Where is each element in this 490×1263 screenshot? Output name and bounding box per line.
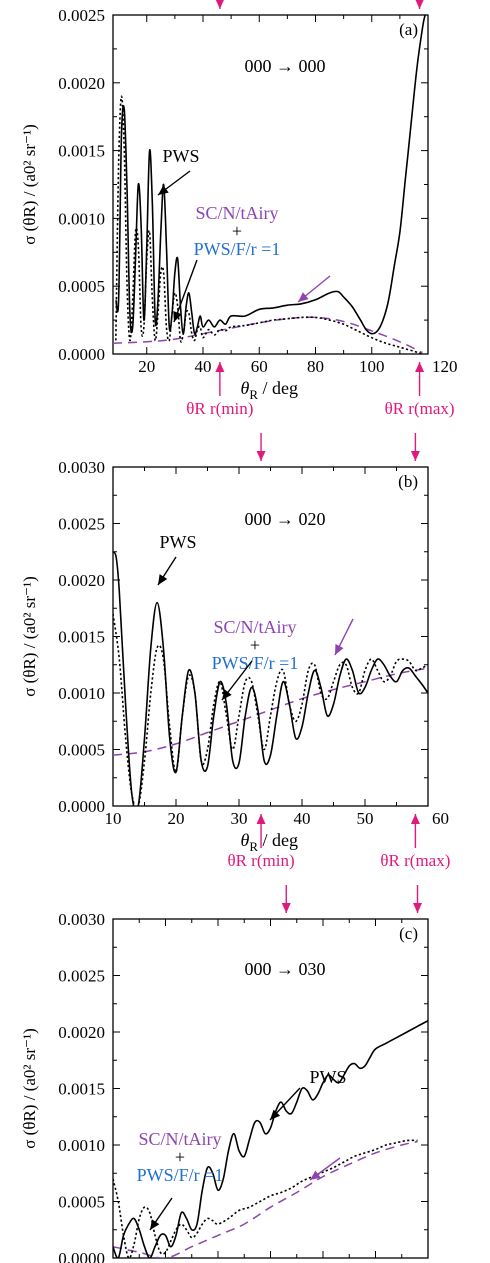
combined-plus: + xyxy=(250,635,260,655)
x-tick-label: 50 xyxy=(315,1261,332,1263)
y-tick-label: 0.0005 xyxy=(58,277,105,296)
marker-label-max: θR r(max) xyxy=(380,851,450,870)
series-line-dotted xyxy=(113,613,428,806)
y-tick-label: 0.0005 xyxy=(58,741,105,760)
panel-a: 20 40 60 80 100 120 0.0000 0.0005 0.0010 0.0015 0.… xyxy=(20,0,458,418)
x-axis-title: θR / deg xyxy=(241,830,298,854)
y-tick-label: 0.0000 xyxy=(58,797,105,816)
marker-label-min: θR r(min) xyxy=(227,851,294,870)
transition-label: 000 → 000 xyxy=(245,56,326,76)
x-tick-label: 60 xyxy=(251,357,268,376)
y-tick-label: 0.0005 xyxy=(58,1193,105,1212)
x-tick-label: 60 xyxy=(367,1261,384,1263)
combined-arrow xyxy=(173,259,198,323)
x-tick-label: 100 xyxy=(359,357,385,376)
x-axis-title: θR / deg xyxy=(241,378,298,402)
series-line-dashed xyxy=(113,667,428,756)
marker-arrow-bottom-max xyxy=(415,362,425,396)
tairy-arrow xyxy=(334,618,354,656)
pws-arrow xyxy=(269,1087,301,1121)
x-tick-label: 60 xyxy=(432,809,449,828)
x-tick-label: 30 xyxy=(210,1261,227,1263)
y-tick-label: 0.0030 xyxy=(58,458,105,477)
y-tick-label: 0.0025 xyxy=(58,967,105,986)
series-line-solid xyxy=(115,15,428,335)
y-axis-title: σ (θR) / (a0² sr⁻¹) xyxy=(20,124,39,245)
y-tick-label: 0.0010 xyxy=(58,209,105,228)
marker-arrow-top-max xyxy=(410,433,420,461)
y-tick-label: 0.0015 xyxy=(58,628,105,647)
y-tick-label: 0.0020 xyxy=(58,74,105,93)
pws-arrow xyxy=(157,556,177,586)
marker-label-max: θR r(max) xyxy=(385,399,455,418)
combined-arrow xyxy=(221,660,253,701)
series-line-dashed xyxy=(113,316,423,354)
y-tick-label: 0.0000 xyxy=(58,345,105,364)
marker-arrow-bottom-min xyxy=(215,362,225,396)
combined-arrow xyxy=(149,1197,173,1231)
combined-label-top: SC/N/tAiry xyxy=(213,617,296,637)
pws-label: PWS xyxy=(162,146,199,166)
x-tick-label: 70 xyxy=(432,1261,449,1263)
x-tick-label: 120 xyxy=(432,357,458,376)
marker-arrow-bottom-max xyxy=(410,814,420,848)
combined-label-top: SC/N/tAiry xyxy=(195,203,278,223)
tairy-arrow xyxy=(297,275,331,303)
y-axis-title: σ (θR) / (a0² sr⁻¹) xyxy=(20,1028,39,1149)
marker-arrow-top-max xyxy=(413,885,422,913)
panel-c: 10 20 30 40 50 60 70 0.0000 0.0005 0.0010 0.0015 0.… xyxy=(20,885,449,1263)
x-tick-label: 80 xyxy=(307,357,324,376)
marker-arrow-bottom-min xyxy=(256,814,266,848)
panel-label: (c) xyxy=(399,924,418,943)
x-tick-label: 30 xyxy=(231,809,248,828)
y-tick-label: 0.0010 xyxy=(58,1136,105,1155)
x-tick-label: 50 xyxy=(357,809,374,828)
x-tick-label: 40 xyxy=(262,1261,279,1263)
combined-label-top: SC/N/tAiry xyxy=(138,1129,221,1149)
combined-label-bottom: PWS/F/r =1 xyxy=(212,653,299,673)
x-tick-label: 10 xyxy=(105,809,122,828)
series-line-dashed xyxy=(113,1140,418,1258)
panel-b: 10 20 30 40 50 60 0.0000 0.0005 0.0010 0.0015 0.00… xyxy=(20,433,450,870)
series-line-dotted xyxy=(113,1139,418,1258)
y-tick-label: 0.0025 xyxy=(58,515,105,534)
x-tick-label: 20 xyxy=(168,809,185,828)
transition-label: 000 → 030 xyxy=(245,959,326,979)
marker-label-min: θR r(min) xyxy=(186,399,253,418)
marker-arrow-top-min xyxy=(215,0,224,9)
panel-label: (a) xyxy=(399,20,418,39)
panel-label: (b) xyxy=(398,472,418,491)
pws-arrow xyxy=(157,170,191,196)
combined-plus: + xyxy=(232,221,242,241)
y-tick-label: 0.0015 xyxy=(58,1080,105,1099)
x-tick-label: 40 xyxy=(294,809,311,828)
series-line-solid xyxy=(113,551,428,806)
y-tick-label: 0.0000 xyxy=(58,1249,105,1263)
y-tick-label: 0.0010 xyxy=(58,684,105,703)
y-tick-label: 0.0020 xyxy=(58,1023,105,1042)
x-tick-label: 20 xyxy=(138,357,155,376)
combined-plus: + xyxy=(175,1147,185,1167)
series-line-solid xyxy=(113,1019,428,1258)
tairy-arrow xyxy=(309,1157,341,1181)
pws-label: PWS xyxy=(309,1067,346,1087)
x-tick-label: 10 xyxy=(105,1261,122,1263)
marker-arrow-top-min xyxy=(256,433,266,461)
y-tick-label: 0.0025 xyxy=(58,6,105,25)
combined-label-bottom: PWS/F/r =1 xyxy=(137,1165,224,1185)
y-tick-label: 0.0020 xyxy=(58,571,105,590)
marker-arrow-top-max xyxy=(415,0,424,9)
y-tick-label: 0.0030 xyxy=(58,910,105,929)
combined-label-bottom: PWS/F/r =1 xyxy=(194,239,281,259)
x-tick-label: 20 xyxy=(157,1261,174,1263)
y-axis-title: σ (θR) / (a0² sr⁻¹) xyxy=(20,576,39,697)
x-tick-label: 40 xyxy=(195,357,212,376)
pws-label: PWS xyxy=(159,532,196,552)
transition-label: 000 → 020 xyxy=(245,509,326,529)
y-tick-label: 0.0015 xyxy=(58,142,105,161)
marker-arrow-top-min xyxy=(281,885,291,913)
